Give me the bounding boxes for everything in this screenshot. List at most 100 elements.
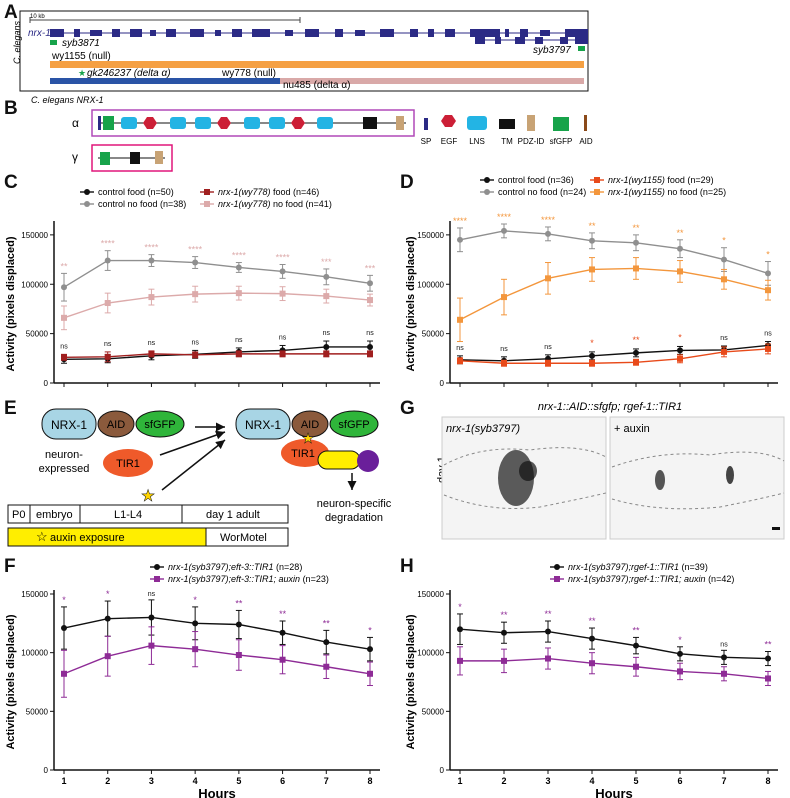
data-point — [61, 670, 67, 677]
legend-lns: LNS — [469, 137, 485, 146]
allele-syb3797: syb3797 — [533, 45, 571, 56]
panel-g-micrographs: nrx-1::AID::sfgfp; rgef-1::TIR1 day 1 nr… — [436, 401, 785, 540]
significance-top: **** — [101, 239, 116, 249]
x-tick-label: 2 — [501, 776, 506, 786]
data-point — [765, 287, 771, 294]
data-point — [148, 350, 155, 357]
legend-label: nrx-1(syb3797);eft-3::TIR1; auxin (n=23) — [168, 574, 329, 584]
x-tick-label: 5 — [633, 776, 638, 786]
gene-label: nrx-1 — [28, 28, 51, 39]
species-label: C. elegans — [12, 20, 22, 64]
data-point — [633, 642, 639, 649]
x-tick-label: 2 — [105, 389, 110, 390]
timeline-adult: day 1 adult — [206, 509, 260, 521]
panel-h-label: H — [400, 556, 414, 577]
micrograph-right-label: + auxin — [614, 423, 650, 435]
x-tick-label: 1 — [457, 776, 462, 786]
data-point — [721, 654, 727, 661]
data-point — [192, 646, 199, 653]
data-point — [501, 227, 507, 234]
data-point — [367, 280, 373, 287]
significance-bottom: ns — [148, 340, 156, 347]
legend-marker — [484, 189, 490, 195]
data-point — [633, 663, 639, 670]
significance-top: * — [458, 602, 462, 612]
data-point — [501, 294, 507, 301]
timeline-embryo: embryo — [36, 509, 73, 521]
allele-wy1155: wy1155 (null) — [51, 51, 111, 62]
data-point — [721, 670, 727, 677]
x-tick-label: 5 — [236, 776, 241, 786]
data-point — [721, 276, 727, 283]
data-point — [501, 360, 507, 367]
panel-c-label: C — [4, 172, 18, 193]
legend-marker — [204, 189, 210, 195]
series-line — [63, 353, 370, 359]
wormotel-label: WorMotel — [220, 532, 267, 544]
significance-bottom: ns — [720, 335, 728, 342]
panel-g-label: G — [400, 398, 415, 419]
significance-top: * — [678, 635, 682, 645]
y-tick-label: 150000 — [417, 590, 444, 599]
data-point — [367, 670, 373, 677]
x-tick-label: 7 — [324, 776, 329, 786]
significance-bottom: ns — [323, 330, 331, 337]
x-tick-label: 3 — [149, 776, 154, 786]
significance-top: **** — [144, 243, 159, 253]
data-point — [235, 652, 242, 659]
data-point — [323, 273, 330, 280]
x-tick-label: 5 — [633, 389, 638, 390]
significance-top: * — [62, 595, 66, 605]
data-point — [104, 257, 111, 264]
series-line — [63, 259, 371, 288]
x-tick-label: 2 — [105, 776, 110, 786]
wy778-bar — [50, 78, 584, 84]
data-point — [192, 620, 199, 627]
svg-text:★: ★ — [302, 430, 315, 446]
data-point — [677, 268, 683, 275]
data-point — [589, 360, 595, 367]
y-tick-label: 50000 — [26, 707, 49, 716]
panel-f-chart: 0 50000 100000 150000 1 2 3 4 5 6 7 8 Hours Activity … — [5, 562, 380, 798]
data-point — [765, 345, 771, 352]
x-axis-label: Hours — [198, 786, 236, 798]
svg-text:AID: AID — [301, 419, 319, 431]
data-point — [235, 264, 242, 271]
data-point — [367, 297, 373, 304]
significance-bottom: ns — [60, 343, 68, 350]
series-line — [460, 657, 769, 680]
data-point — [367, 343, 373, 350]
x-axis-label: Hours — [595, 786, 633, 798]
significance-bottom: * — [678, 332, 682, 342]
data-point — [61, 625, 67, 632]
series-line — [459, 230, 769, 275]
data-point — [677, 245, 683, 252]
x-tick-label: 7 — [721, 776, 726, 786]
allele-syb3871: syb3871 — [62, 38, 100, 49]
x-tick-label: 4 — [193, 776, 198, 786]
significance-top: ** — [60, 261, 68, 271]
legend-label: nrx-1(syb3797);eft-3::TIR1 (n=28) — [168, 562, 302, 572]
significance-top: * — [193, 595, 197, 605]
data-point — [677, 355, 683, 362]
data-point — [61, 354, 67, 361]
data-point — [457, 236, 463, 243]
svg-text:TIR1: TIR1 — [291, 448, 315, 460]
data-point — [192, 291, 199, 298]
legend-tm: TM — [501, 137, 513, 146]
x-tick-label: 1 — [61, 776, 66, 786]
significance-bottom: ns — [366, 330, 374, 337]
y-tick-label: 100000 — [21, 649, 48, 658]
data-point — [323, 639, 330, 646]
aid-node: AID — [107, 419, 125, 431]
data-point — [457, 626, 463, 633]
data-point — [545, 655, 551, 662]
y-tick-label: 150000 — [417, 231, 444, 240]
y-axis-label: Activity (pixels displaced) — [5, 614, 17, 749]
svg-text:NRX-1: NRX-1 — [245, 418, 281, 432]
legend-marker — [154, 564, 160, 570]
data-point — [633, 359, 639, 366]
x-tick-label: 3 — [545, 776, 550, 786]
data-point — [279, 629, 286, 636]
y-tick-label: 50000 — [422, 330, 445, 339]
